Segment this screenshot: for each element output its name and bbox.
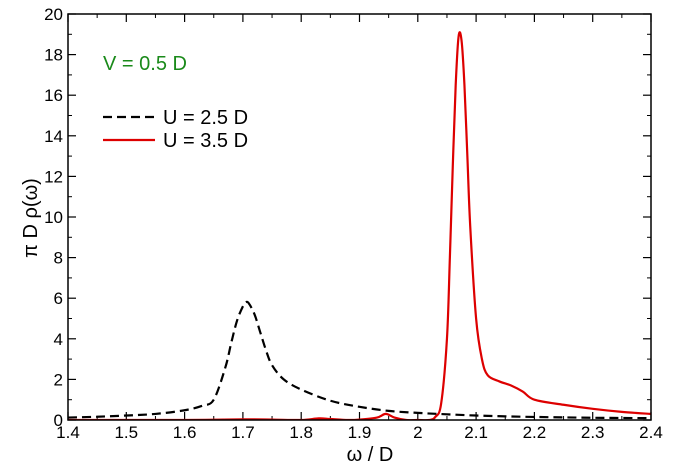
- x-tick-label: 1.9: [348, 423, 372, 442]
- y-tick-label: 18: [44, 46, 63, 65]
- x-tick-label: 2.3: [581, 423, 605, 442]
- legend: U = 2.5 D U = 3.5 D: [103, 107, 248, 152]
- y-tick-label: 12: [44, 167, 63, 186]
- plot-lines: [68, 31, 651, 420]
- y-tick-label: 4: [54, 330, 63, 349]
- x-tick-label: 1.7: [231, 423, 255, 442]
- y-tick-label: 16: [44, 86, 63, 105]
- x-tick-label: 1.5: [114, 423, 138, 442]
- y-tick-label: 2: [54, 370, 63, 389]
- y-tick-label: 6: [54, 289, 63, 308]
- x-tick-label: 1.4: [56, 423, 80, 442]
- x-axis-label: ω / D: [347, 444, 394, 466]
- x-tick-label: 1.6: [173, 423, 197, 442]
- series-line-1: [68, 300, 651, 420]
- x-tick-label: 2.2: [523, 423, 547, 442]
- y-tick-label: 10: [44, 208, 63, 227]
- annotation-text: V = 0.5 D: [103, 53, 187, 75]
- y-tick-label: 20: [44, 5, 63, 24]
- x-tick-label: 2: [413, 423, 422, 442]
- x-tick-label: 2.4: [639, 423, 663, 442]
- y-tick-label: 14: [44, 127, 63, 146]
- y-tick-label: 8: [54, 249, 63, 268]
- series-line-2: [68, 31, 651, 420]
- y-axis-label: π D ρ(ω): [20, 178, 42, 258]
- x-tick-label: 2.1: [464, 423, 488, 442]
- y-tick-label: 0: [54, 411, 63, 430]
- plot-frame: [67, 13, 652, 421]
- x-tick-label: 1.8: [289, 423, 313, 442]
- tick-labels: 1.4 1.5 1.6 1.7 1.8 1.9 2 2.1 2.2 2.3 2.4 0 2 4 6 8 10 12…: [44, 5, 663, 442]
- legend-label-series-1: U = 2.5 D: [163, 107, 248, 129]
- legend-label-series-2: U = 3.5 D: [163, 130, 248, 152]
